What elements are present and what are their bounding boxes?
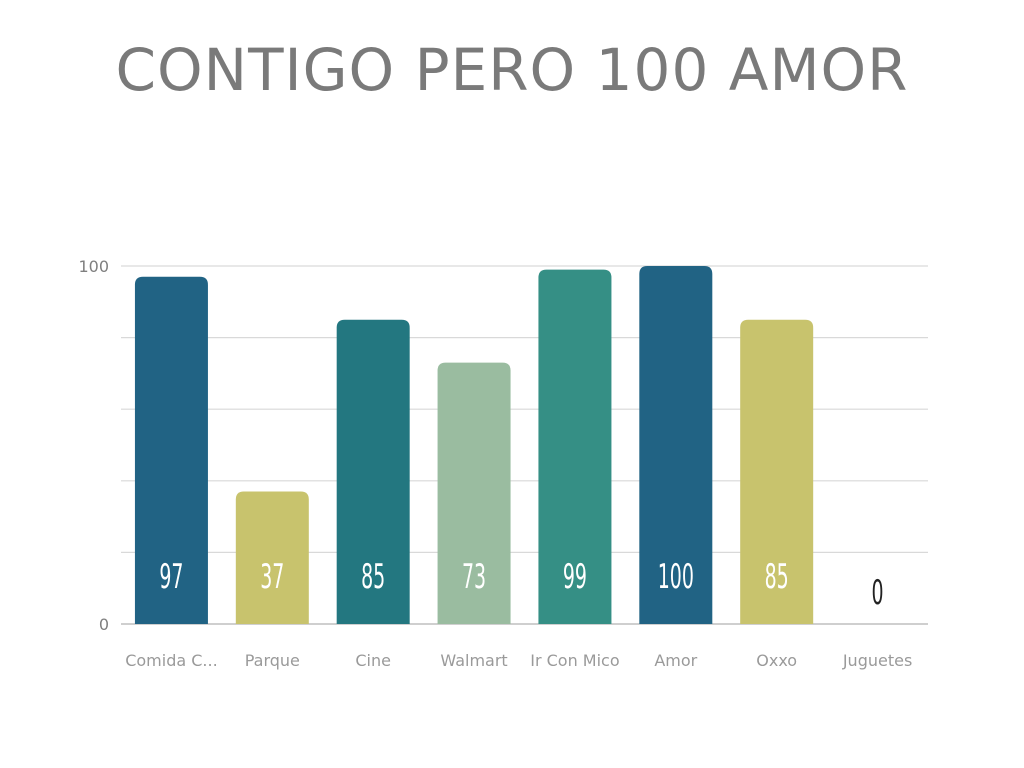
y-axis-ticks: 0 100 bbox=[78, 257, 109, 634]
category-label: Walmart bbox=[440, 651, 507, 670]
category-label: Oxxo bbox=[756, 651, 797, 670]
chart-title: CONTIGO PERO 100 AMOR bbox=[115, 36, 909, 104]
bar bbox=[235, 491, 309, 624]
bars bbox=[134, 266, 814, 624]
bar-value-label: 85 bbox=[765, 557, 789, 597]
bar-value-label: 99 bbox=[563, 557, 587, 597]
category-labels: Comida C... Parque Cine Walmart Ir Con Mico A… bbox=[125, 651, 912, 670]
category-label: Amor bbox=[654, 651, 697, 670]
bar-value-label: 73 bbox=[462, 557, 486, 597]
bar-value-label: 0 bbox=[872, 573, 884, 613]
bar bbox=[134, 276, 208, 624]
bar bbox=[336, 319, 410, 624]
category-label: Cine bbox=[355, 651, 391, 670]
category-label: Juguetes bbox=[842, 651, 912, 670]
category-label: Comida C... bbox=[125, 651, 217, 670]
bar bbox=[538, 269, 612, 624]
category-label: Ir Con Mico bbox=[530, 651, 619, 670]
value-labels: 97 37 85 73 99 100 85 0 bbox=[159, 557, 883, 613]
bar bbox=[740, 319, 814, 624]
bar-value-label: 97 bbox=[159, 557, 183, 597]
bar bbox=[437, 362, 511, 624]
y-tick-label: 0 bbox=[99, 615, 109, 634]
y-tick-label: 100 bbox=[78, 257, 109, 276]
bar-value-label: 37 bbox=[260, 557, 284, 597]
bar bbox=[639, 266, 713, 624]
bar-value-label: 85 bbox=[361, 557, 385, 597]
bar-value-label: 100 bbox=[658, 557, 694, 597]
category-label: Parque bbox=[245, 651, 300, 670]
